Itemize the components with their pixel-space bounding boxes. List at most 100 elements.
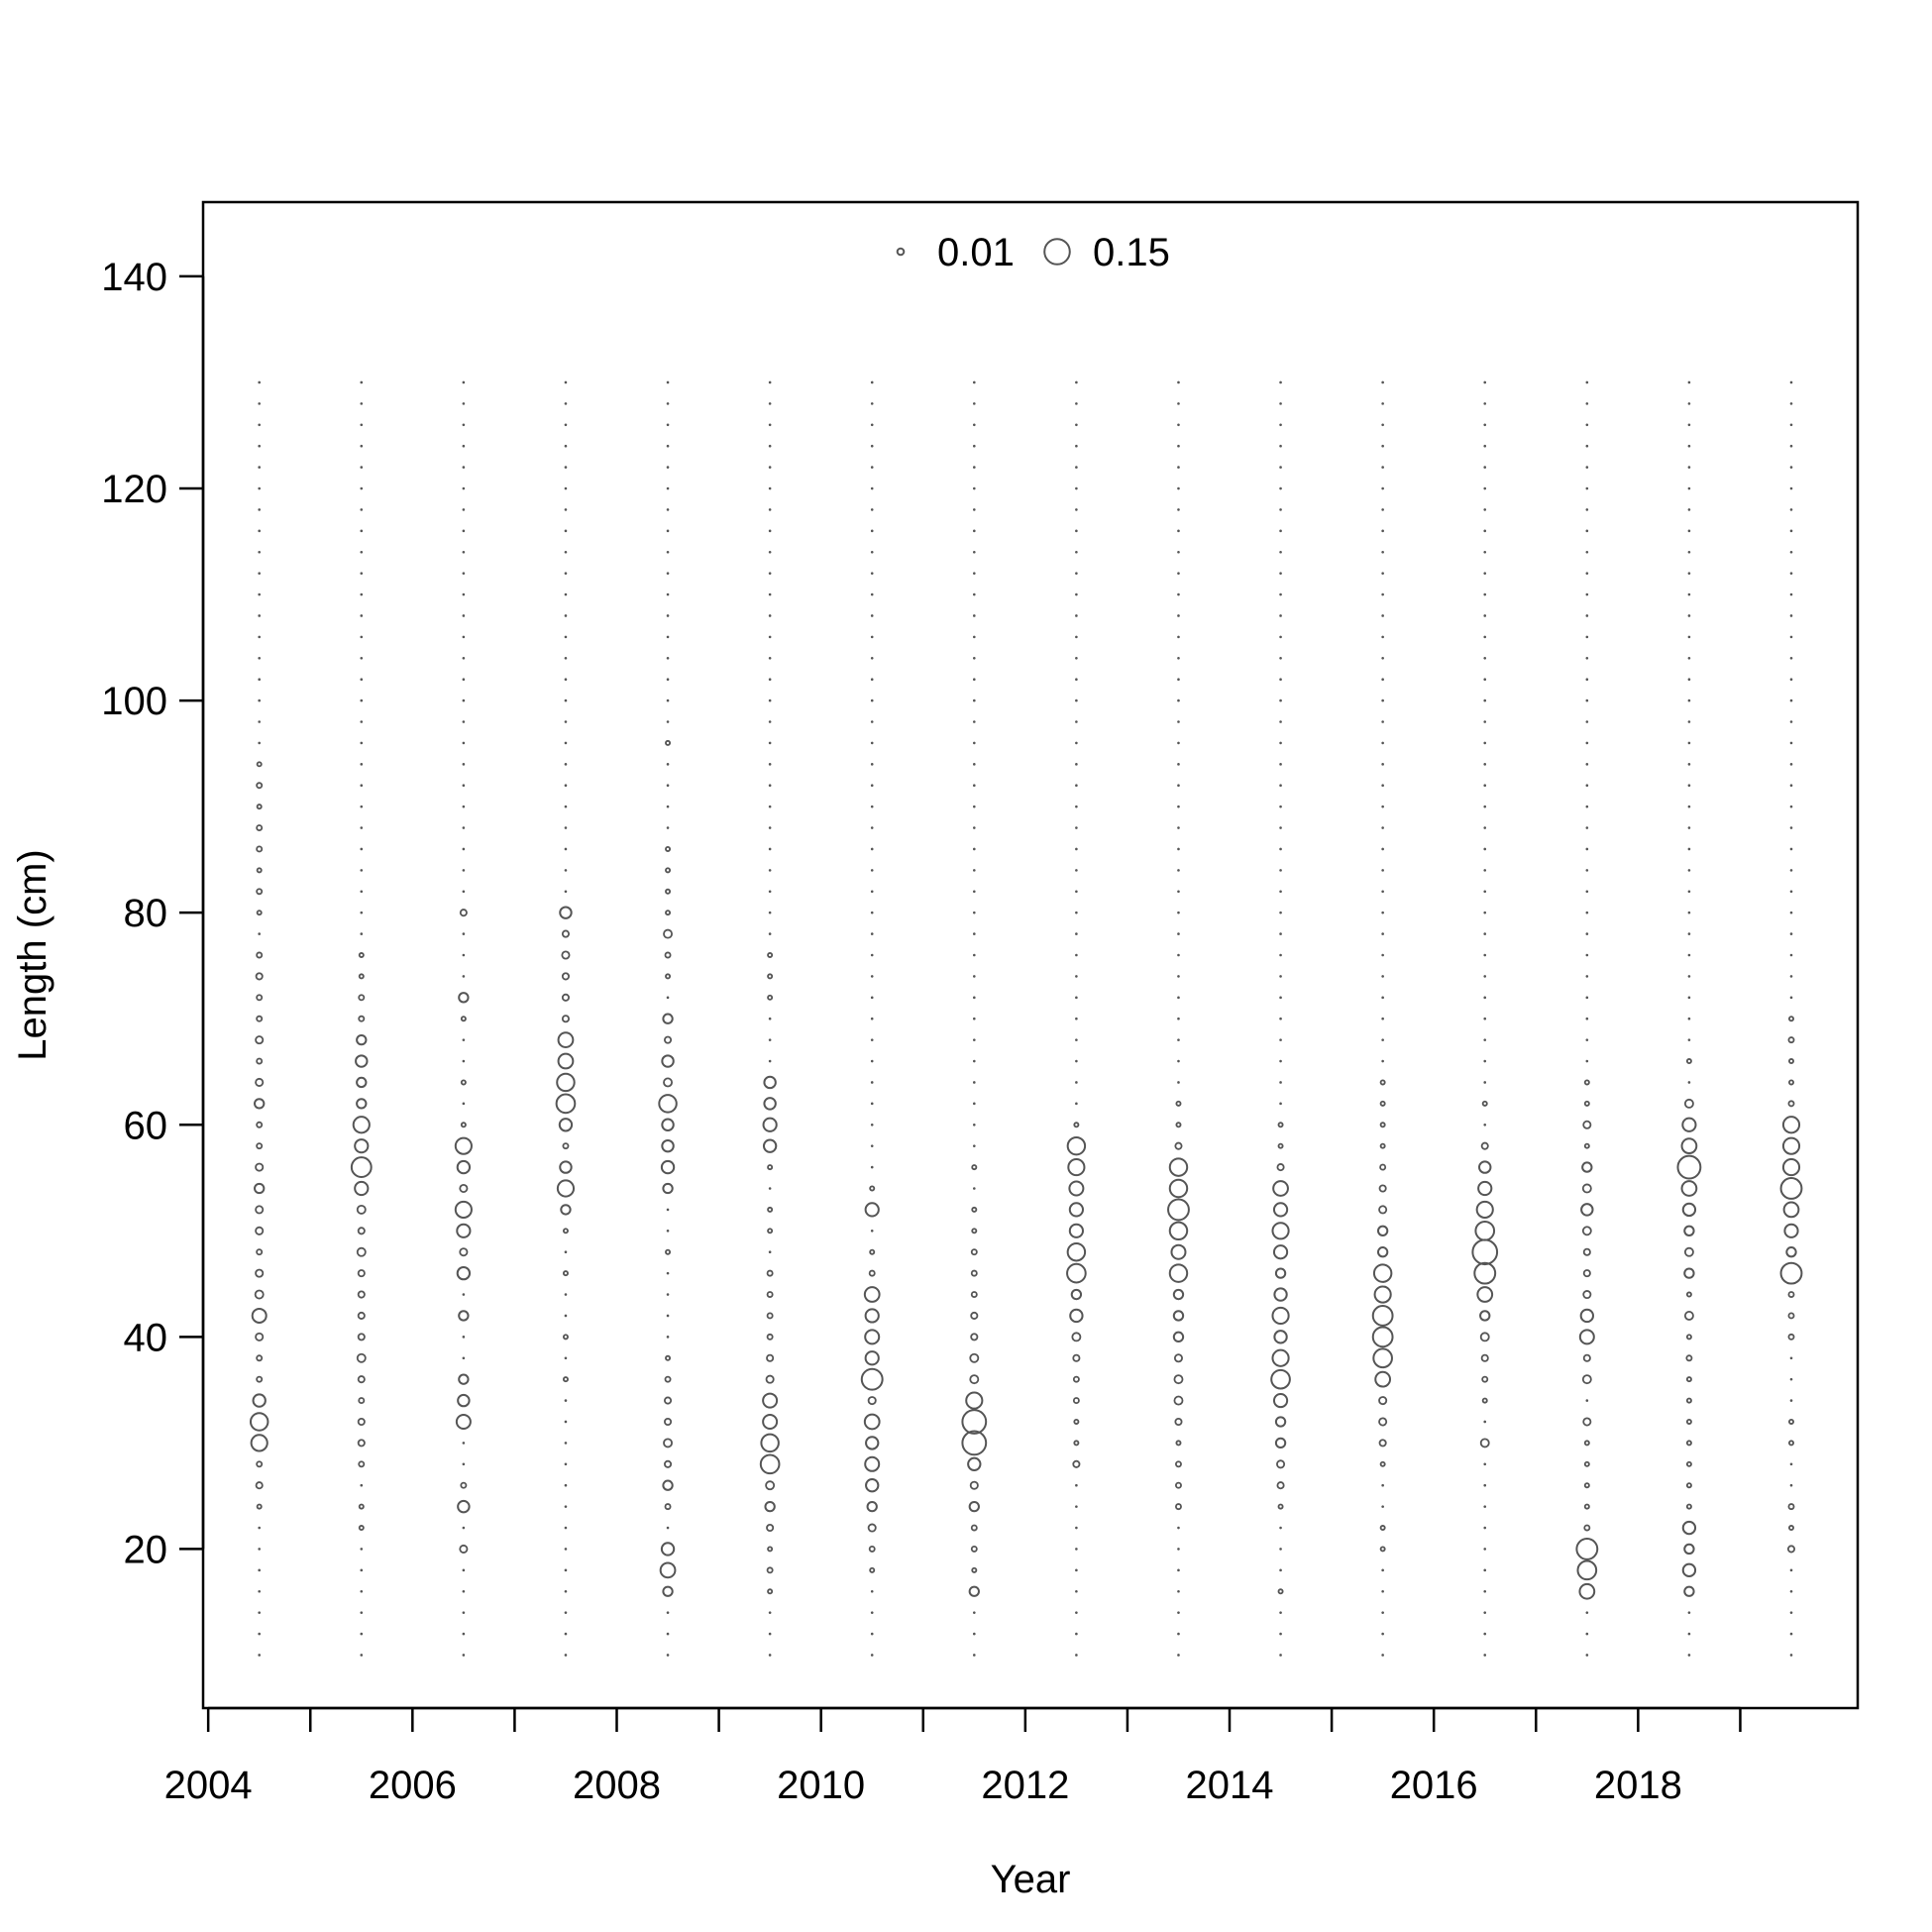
legend-label-large: 0.15 [1093,231,1170,274]
bubble [1483,826,1487,829]
bubble [666,1336,670,1339]
bubble [1075,466,1078,469]
bubble [1789,1611,1793,1614]
bubble [1483,975,1487,978]
bubble [973,890,976,894]
bubble [1075,1505,1078,1508]
bubble [1075,763,1078,766]
bubble [1177,996,1180,1000]
bubble [1075,1081,1078,1084]
bubble [1687,1654,1691,1657]
bubble [1585,635,1589,639]
bubble [1068,1202,1084,1218]
bubble [973,1081,976,1084]
bubble [256,867,263,874]
bubble [1279,380,1282,384]
bubble [1782,1201,1800,1219]
bubble [666,402,670,405]
bubble [258,741,261,745]
bubble [663,1077,673,1088]
bubble [664,1417,673,1427]
bubble [1483,423,1487,427]
bubble [561,1015,570,1023]
bubble [1789,953,1793,957]
bubble [1177,720,1180,723]
bubble [662,1182,674,1195]
bubble [1075,635,1078,639]
bubble [1585,975,1589,978]
bubble [864,1350,880,1366]
bubble [1381,1483,1384,1487]
bubble [768,784,772,788]
bubble [666,1632,670,1636]
bubble [1173,1374,1184,1385]
bubble [360,444,364,448]
bubble [973,1632,976,1636]
bubble [564,1314,568,1318]
bubble [1483,1505,1487,1508]
bubble [870,1017,874,1020]
bubble [870,826,874,829]
bubble [254,1289,265,1300]
bubble [1279,1059,1282,1063]
bubble [973,380,976,384]
bubble [1687,592,1691,596]
bubble [256,824,264,832]
bubble [768,508,772,511]
bubble [870,1165,874,1169]
bubble [870,741,874,745]
bubble [1585,529,1589,533]
bubble [462,698,466,702]
bubble [863,1413,881,1431]
bubble [768,890,772,894]
bubble [360,784,364,788]
bubble [1483,678,1487,681]
bubble [559,1160,573,1174]
bubble [1483,444,1487,448]
bubble [971,1164,978,1171]
bubble [1789,996,1793,1000]
bubble [1379,1163,1387,1171]
bubble [1685,1460,1692,1467]
bubble [1066,1262,1087,1284]
bubble [358,1525,365,1532]
bubble [1687,847,1691,851]
bubble [968,1585,980,1597]
bubble [1786,1545,1796,1554]
bubble [1279,508,1282,511]
bubble [354,1138,370,1154]
bubble [462,1293,466,1296]
bubble [1687,890,1691,894]
bubble [768,826,772,829]
bubble [870,423,874,427]
bubble [1075,1632,1078,1636]
bubble [1073,1440,1080,1447]
bubble [1075,911,1078,914]
bubble [870,847,874,851]
bubble [1483,953,1487,957]
bubble [258,486,261,490]
bubble [1075,1548,1078,1551]
bubble [1075,423,1078,427]
bubble [1585,720,1589,723]
bubble [767,1588,774,1595]
bubble [1381,572,1384,575]
bubble [973,869,976,872]
bubble [1381,508,1384,511]
bubble [1075,402,1078,405]
bubble [1075,592,1078,596]
bubble [660,1542,676,1556]
bubble [1379,1100,1386,1107]
bubble [1483,911,1487,914]
bubble [1789,444,1793,448]
bubble [555,1093,577,1115]
bubble [460,1079,467,1086]
bubble [1787,1291,1795,1298]
bubble [1279,784,1282,788]
bubble [1177,550,1180,554]
bubble [256,1015,264,1022]
bubble [454,1200,473,1219]
plot-frame [201,200,1860,1710]
bubble [870,720,874,723]
bubble [768,614,772,617]
